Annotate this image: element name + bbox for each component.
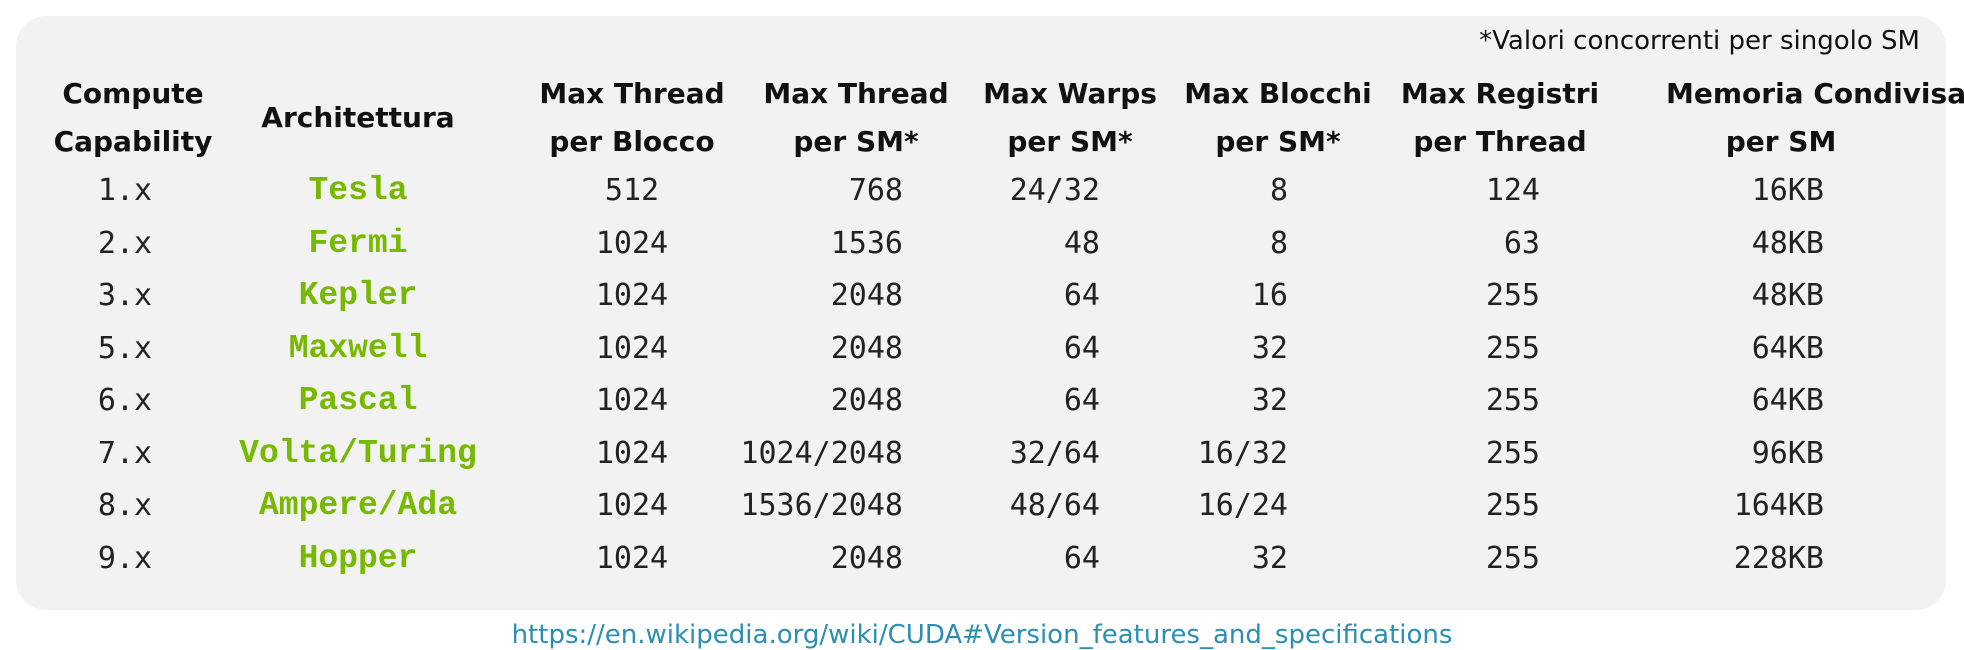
max-warps-cell: 24/32 — [1009, 173, 1100, 208]
max-thread-block-cell: 1024 — [595, 278, 669, 313]
max-registers-cell: 255 — [1485, 435, 1540, 471]
header-architecture: Architettura — [243, 94, 473, 142]
architecture-cell: Fermi — [308, 224, 408, 262]
capability-cell: 9.x — [97, 540, 153, 576]
header-line: Max Blocchi — [1184, 77, 1372, 110]
max-blocks-cell: 32 — [1251, 540, 1288, 576]
shared-memory-cell: 96KB — [1751, 435, 1824, 471]
shared-memory-cell: 164KB — [1733, 488, 1824, 523]
header-line: Max Thread — [539, 77, 725, 110]
source-link[interactable]: https://en.wikipedia.org/wiki/CUDA#Versi… — [511, 620, 1453, 650]
max-warps-cell: 64 — [1063, 540, 1100, 576]
shared-memory-cell: 64KB — [1751, 330, 1824, 366]
table-row: 1.x Tesla 512 768 24/32 8 124 16KB — [0, 165, 1964, 217]
header-line: per SM* — [1007, 125, 1133, 158]
architecture-cell: Hopper — [298, 539, 418, 577]
max-thread-block-cell: 1024 — [595, 225, 669, 261]
max-warps-cell: 64 — [1063, 330, 1100, 366]
header-shared-memory: Memoria Condivisa per SM — [1666, 70, 1964, 166]
max-thread-sm-cell: 1024/2048 — [740, 435, 903, 471]
capability-cell: 3.x — [97, 278, 153, 313]
header-line: Max Thread — [763, 77, 949, 110]
architecture-cell: Volta/Turing — [239, 434, 477, 472]
header-line: Max Registri — [1400, 77, 1600, 110]
max-registers-cell: 255 — [1485, 330, 1540, 366]
architecture-cell: Maxwell — [288, 329, 428, 367]
shared-memory-cell: 64KB — [1751, 383, 1824, 418]
max-thread-sm-cell: 2048 — [830, 540, 903, 576]
max-warps-cell: 48/64 — [1009, 488, 1100, 523]
table-header: Compute Capability Architettura Max Thre… — [0, 70, 1964, 170]
max-thread-sm-cell: 768 — [848, 173, 903, 208]
table-row: 5.x Maxwell 1024 2048 64 32 255 64KB — [0, 323, 1964, 375]
capability-cell: 6.x — [97, 383, 153, 418]
max-blocks-cell: 32 — [1251, 383, 1288, 418]
max-registers-cell: 255 — [1485, 278, 1540, 313]
max-thread-sm-cell: 1536 — [830, 225, 903, 261]
header-line: Memoria Condivisa — [1666, 77, 1964, 110]
max-warps-cell: 64 — [1063, 383, 1100, 418]
table-row: 9.x Hopper 1024 2048 64 32 255 228KB — [0, 533, 1964, 585]
max-registers-cell: 63 — [1503, 225, 1540, 261]
max-blocks-cell: 16/24 — [1197, 488, 1288, 523]
header-line: per SM* — [793, 125, 919, 158]
architecture-cell: Pascal — [298, 382, 418, 419]
max-warps-cell: 64 — [1063, 278, 1100, 313]
capability-cell: 7.x — [97, 435, 153, 471]
max-thread-sm-cell: 2048 — [830, 330, 903, 366]
table-panel — [16, 16, 1946, 610]
max-registers-cell: 255 — [1485, 488, 1540, 523]
max-blocks-cell: 8 — [1269, 173, 1288, 208]
max-blocks-cell: 8 — [1269, 225, 1288, 261]
max-thread-sm-cell: 1536/2048 — [740, 488, 903, 523]
max-blocks-cell: 32 — [1251, 330, 1288, 366]
shared-memory-cell: 16KB — [1751, 173, 1824, 208]
header-line: per Thread — [1413, 125, 1587, 158]
max-thread-block-cell: 1024 — [595, 540, 669, 576]
max-thread-block-cell: 1024 — [595, 330, 669, 366]
max-blocks-cell: 16 — [1251, 278, 1288, 313]
capability-cell: 5.x — [97, 330, 153, 366]
shared-memory-cell: 48KB — [1751, 278, 1824, 313]
max-warps-cell: 48 — [1063, 225, 1100, 261]
table-row: 2.x Fermi 1024 1536 48 8 63 48KB — [0, 218, 1964, 270]
header-line: Max Warps — [983, 77, 1157, 110]
max-warps-cell: 32/64 — [1009, 435, 1100, 471]
shared-memory-cell: 48KB — [1751, 225, 1824, 261]
header-line: Compute — [62, 77, 204, 110]
max-registers-cell: 255 — [1485, 383, 1540, 418]
header-line: per Blocco — [549, 125, 715, 158]
architecture-cell: Ampere/Ada — [258, 487, 458, 524]
capability-cell: 1.x — [97, 173, 153, 208]
header-max-blocks: Max Blocchi per SM* — [1163, 70, 1393, 166]
capability-cell: 2.x — [97, 225, 153, 261]
header-max-thread-sm: Max Thread per SM* — [741, 70, 971, 166]
header-max-registers: Max Registri per Thread — [1385, 70, 1615, 166]
shared-memory-cell: 228KB — [1733, 540, 1824, 576]
max-thread-block-cell: 1024 — [595, 435, 669, 471]
header-max-thread-block: Max Thread per Blocco — [517, 70, 747, 166]
footnote: *Valori concorrenti per singolo SM — [1479, 26, 1920, 56]
header-compute-capability: Compute Capability — [18, 70, 248, 166]
architecture-cell: Tesla — [308, 172, 408, 209]
table-row: 6.x Pascal 1024 2048 64 32 255 64KB — [0, 375, 1964, 427]
max-blocks-cell: 16/32 — [1197, 435, 1288, 471]
table-row: 8.x Ampere/Ada 1024 1536/2048 48/64 16/24 255 1… — [0, 480, 1964, 532]
header-line: Architettura — [261, 101, 455, 134]
table-row: 7.x Volta/Turing 1024 1024/2048 32/64 16/32 25… — [0, 428, 1964, 480]
max-thread-sm-cell: 2048 — [830, 278, 903, 313]
architecture-cell: Kepler — [298, 277, 418, 314]
table-row: 3.x Kepler 1024 2048 64 16 255 48KB — [0, 270, 1964, 322]
max-registers-cell: 255 — [1485, 540, 1540, 576]
capability-cell: 8.x — [97, 488, 153, 523]
max-thread-block-cell: 1024 — [595, 383, 669, 418]
header-line: per SM* — [1215, 125, 1341, 158]
header-max-warps: Max Warps per SM* — [955, 70, 1185, 166]
header-line: per SM — [1725, 125, 1837, 158]
max-thread-block-cell: 512 — [604, 173, 660, 208]
header-line: Capability — [53, 125, 213, 158]
max-thread-block-cell: 1024 — [595, 488, 669, 523]
max-thread-sm-cell: 2048 — [830, 383, 903, 418]
max-registers-cell: 124 — [1485, 173, 1540, 208]
